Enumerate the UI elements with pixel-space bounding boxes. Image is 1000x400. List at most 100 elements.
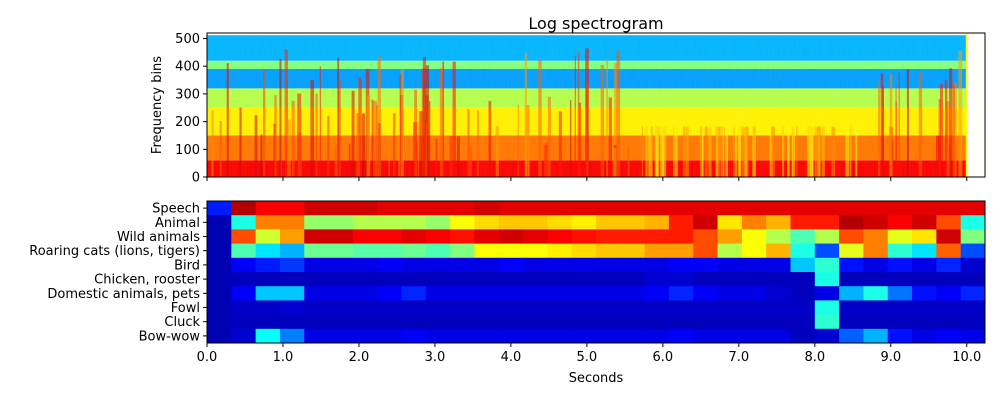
heatmap-cell [596, 300, 621, 316]
category-label: Chicken, rooster [94, 273, 200, 288]
heatmap-cell [790, 257, 816, 273]
heatmap-cell [741, 215, 767, 230]
heatmap-cell [717, 328, 743, 344]
heatmap-cell [887, 300, 913, 316]
heatmap-cell [644, 272, 670, 287]
heatmap-cell [644, 300, 670, 316]
y-tick-label: 400 [175, 60, 200, 75]
heatmap-cell [498, 314, 524, 330]
spectrogram-panel: Log spectrogram 0 100 200 300 400 500 Frequen… [150, 14, 986, 186]
heatmap-cell [352, 243, 378, 259]
heatmap-cell [328, 243, 354, 259]
category-label: Speech [152, 202, 200, 217]
activation-x-ticks: 0.0 1.0 2.0 3.0 4.0 5.0 6.0 7.0 8.0 9.0 10.0 [197, 343, 981, 365]
heatmap-cell [571, 257, 597, 273]
heatmap-cell [839, 257, 864, 273]
heatmap-cell [814, 314, 840, 330]
heatmap-cell [304, 229, 330, 245]
heatmap-cell [863, 229, 889, 245]
x-tick-label: 2.0 [349, 350, 370, 365]
heatmap-cell [352, 229, 378, 245]
heatmap-cell [352, 328, 378, 344]
heatmap-cell [255, 328, 281, 344]
heatmap-cell [450, 229, 475, 245]
heatmap-cell [547, 272, 573, 287]
heatmap-cell [474, 215, 500, 230]
heatmap-cell [668, 300, 694, 316]
heatmap-cell [766, 300, 791, 316]
category-label: Animal [155, 216, 200, 231]
heatmap-cell [717, 201, 743, 216]
heatmap-cell [790, 314, 816, 330]
heatmap-cell [474, 243, 500, 259]
x-tick-label: 5.0 [577, 350, 598, 365]
heatmap-cell [620, 300, 646, 316]
heatmap-cell [255, 201, 281, 216]
heatmap-cell [523, 243, 548, 259]
heatmap-cell [474, 314, 500, 330]
heatmap-cell [912, 215, 937, 230]
heatmap-cell [693, 272, 719, 287]
heatmap-cell [741, 257, 767, 273]
heatmap-cell [693, 229, 719, 245]
heatmap-cell [693, 328, 719, 344]
heatmap-cell [960, 272, 986, 287]
heatmap-cell [255, 215, 281, 230]
heatmap-cell [644, 229, 670, 245]
heatmap-cell [231, 272, 257, 287]
category-label: Wild animals [117, 230, 200, 245]
heatmap-cell [960, 257, 986, 273]
heatmap-cell [231, 201, 257, 216]
heatmap-cell [814, 215, 840, 230]
heatmap-cell [912, 314, 937, 330]
heatmap-cell [668, 215, 694, 230]
heatmap-cell [790, 328, 816, 344]
heatmap-cell [377, 257, 402, 273]
heatmap-cell [693, 243, 719, 259]
heatmap-cell [887, 257, 913, 273]
heatmap-cell [425, 286, 451, 301]
heatmap-cell [450, 215, 475, 230]
heatmap-cell [523, 314, 548, 330]
heatmap-cell [401, 243, 427, 259]
heatmap-cell [717, 314, 743, 330]
heatmap-cell [936, 328, 962, 344]
category-label: Fowl [171, 301, 200, 316]
heatmap-cell [912, 229, 937, 245]
heatmap-cell [790, 243, 816, 259]
heatmap-cell [668, 257, 694, 273]
heatmap-cell [741, 328, 767, 344]
heatmap-cell [207, 243, 232, 259]
heatmap-cell [668, 201, 694, 216]
heatmap-cell [644, 201, 670, 216]
heatmap-cell [328, 201, 354, 216]
heatmap-cell [960, 300, 986, 316]
heatmap-cell [547, 257, 573, 273]
heatmap-cell [304, 243, 330, 259]
heatmap-cell [401, 257, 427, 273]
heatmap-cell [547, 201, 573, 216]
heatmap-cell [814, 257, 840, 273]
heatmap-cell [620, 257, 646, 273]
heatmap-cell [912, 300, 937, 316]
heatmap-cell [839, 243, 864, 259]
y-tick-label: 300 [175, 87, 200, 102]
heatmap-cell [596, 215, 621, 230]
heatmap-cell [255, 229, 281, 245]
heatmap-cell [474, 272, 500, 287]
spectrogram-frame [206, 32, 986, 178]
heatmap-cell [717, 286, 743, 301]
heatmap-cell [644, 314, 670, 330]
heatmap-cell [304, 286, 330, 301]
category-label: Bird [174, 258, 200, 273]
heatmap-cell [425, 243, 451, 259]
heatmap-cell [717, 215, 743, 230]
heatmap-cell [644, 243, 670, 259]
heatmap-cell [936, 257, 962, 273]
category-label: Roaring cats (lions, tigers) [29, 244, 200, 259]
heatmap-cell [693, 201, 719, 216]
heatmap-cell [814, 300, 840, 316]
x-tick-label: 1.0 [273, 350, 294, 365]
heatmap-cell [425, 215, 451, 230]
heatmap-cell [693, 215, 719, 230]
